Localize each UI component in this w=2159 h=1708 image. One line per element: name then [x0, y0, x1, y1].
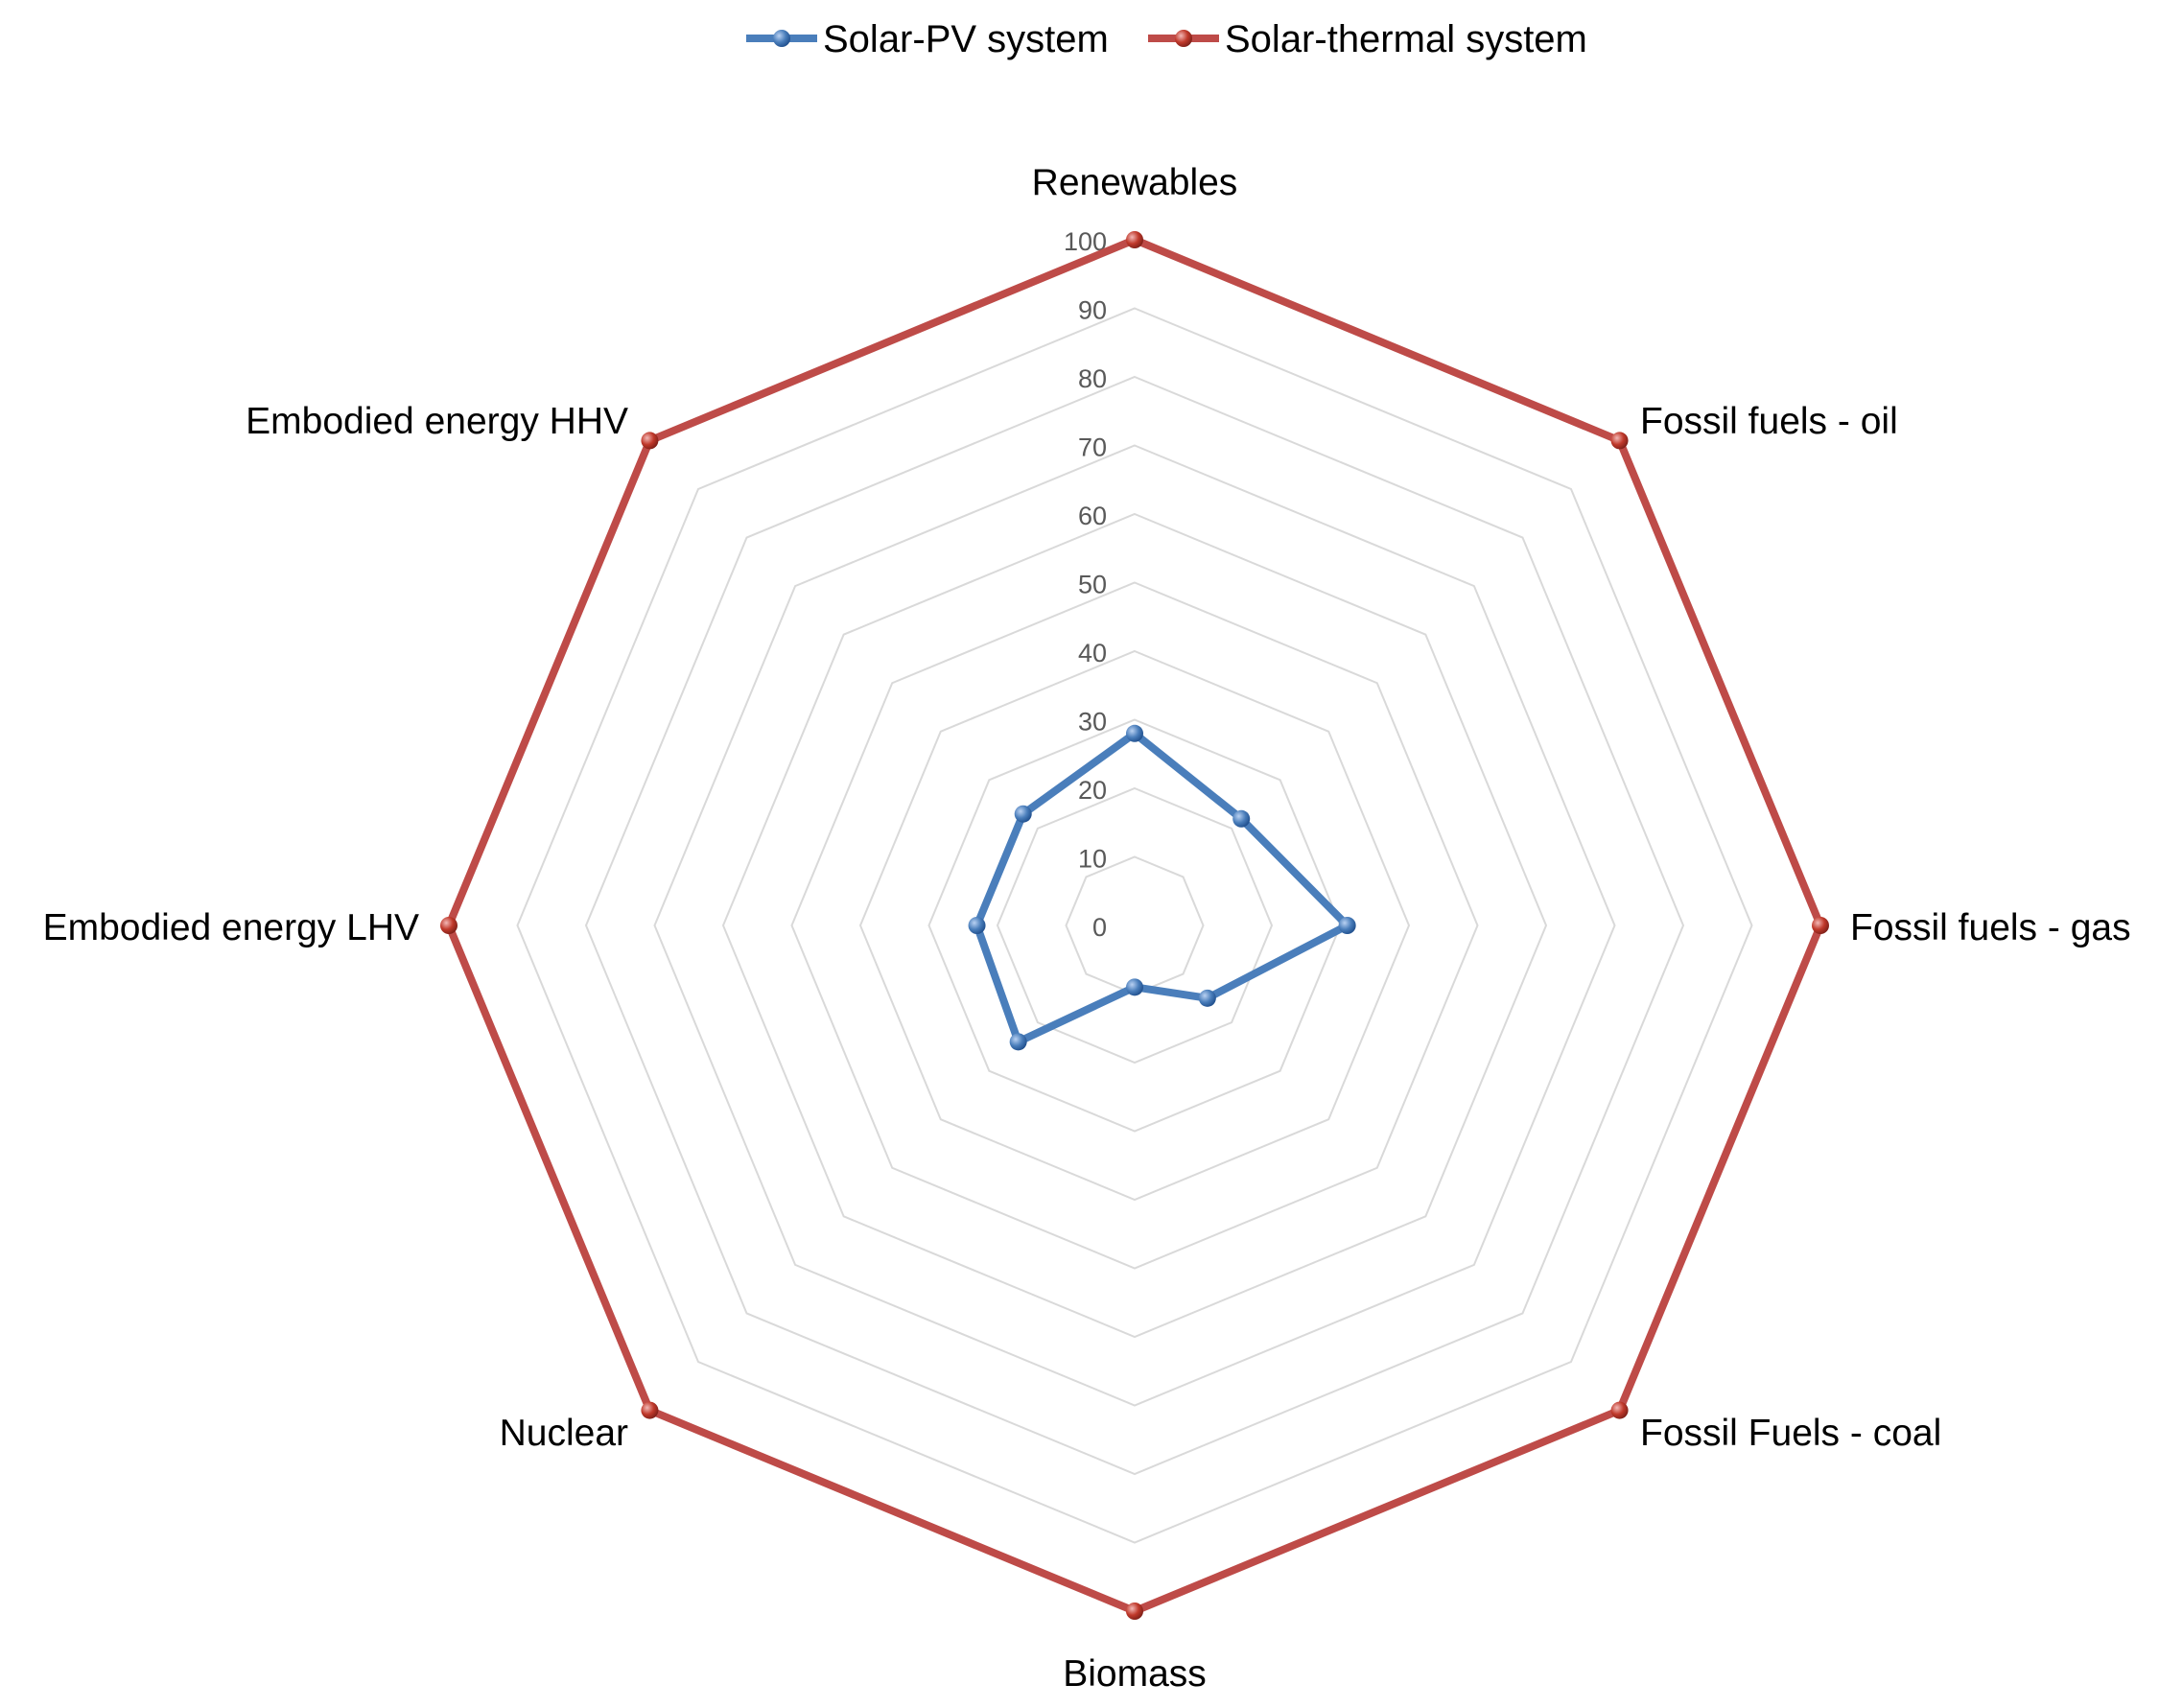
legend-marker-solar-pv — [773, 30, 790, 47]
data-point-solar-pv-system-6 — [968, 917, 986, 934]
category-label-renewables: Renewables — [1032, 162, 1238, 203]
category-label-biomass: Biomass — [1063, 1653, 1207, 1695]
data-point-solar-pv-system-3 — [1198, 989, 1216, 1007]
data-point-solar-pv-system-4 — [1126, 978, 1143, 996]
series-solar-thermal-system — [440, 231, 1829, 1620]
category-label-fossil-oil: Fossil fuels - oil — [1640, 401, 1898, 442]
data-point-solar-pv-system-1 — [1232, 809, 1251, 828]
data-point-solar-thermal-system-5 — [641, 1401, 659, 1419]
category-labels: Renewables Fossil fuels - oil Fossil fue… — [43, 162, 2131, 1695]
series-line-solar-pv-system — [973, 729, 1351, 1046]
legend-item-solar-pv: Solar-PV system — [746, 18, 1109, 60]
grid-ring-20 — [996, 786, 1274, 1065]
series-solar-pv-system — [968, 724, 1356, 1051]
data-point-solar-pv-system-0 — [1126, 724, 1143, 742]
category-label-fossil-coal: Fossil Fuels - coal — [1640, 1413, 1941, 1454]
series-layer — [440, 231, 1829, 1620]
tick-label-60: 60 — [1078, 502, 1107, 530]
grid-ring-50 — [790, 581, 1479, 1270]
tick-label-80: 80 — [1078, 364, 1107, 393]
tick-label-10: 10 — [1078, 845, 1107, 874]
category-label-embodied-lhv: Embodied energy LHV — [43, 907, 419, 948]
data-point-solar-pv-system-2 — [1338, 917, 1356, 934]
category-label-fossil-gas: Fossil fuels - gas — [1850, 907, 2131, 948]
grid-ring-70 — [653, 444, 1616, 1407]
data-point-solar-thermal-system-7 — [641, 432, 659, 450]
tick-label-40: 40 — [1078, 639, 1107, 667]
category-label-embodied-hhv: Embodied energy HHV — [246, 401, 628, 442]
data-point-solar-thermal-system-1 — [1610, 432, 1629, 450]
tick-label-90: 90 — [1078, 296, 1107, 325]
legend-label-solar-pv: Solar-PV system — [823, 18, 1109, 60]
tick-label-70: 70 — [1078, 433, 1107, 462]
data-point-solar-thermal-system-3 — [1610, 1401, 1629, 1419]
data-point-solar-thermal-system-2 — [1812, 917, 1829, 934]
tick-label-0: 0 — [1092, 913, 1107, 942]
legend-item-solar-thermal: Solar-thermal system — [1148, 18, 1587, 60]
tick-label-20: 20 — [1078, 776, 1107, 805]
data-point-solar-thermal-system-0 — [1126, 231, 1143, 248]
data-point-solar-pv-system-5 — [1009, 1033, 1027, 1051]
tick-label-50: 50 — [1078, 571, 1107, 599]
grid-ring-40 — [858, 649, 1411, 1202]
data-point-solar-thermal-system-4 — [1126, 1603, 1143, 1620]
data-point-solar-thermal-system-6 — [440, 917, 458, 934]
legend-marker-solar-thermal — [1175, 30, 1192, 47]
grid-ring-80 — [584, 375, 1685, 1476]
legend-label-solar-thermal: Solar-thermal system — [1225, 18, 1587, 60]
data-point-solar-pv-system-7 — [1014, 805, 1032, 823]
grid-ring-10 — [1065, 855, 1205, 995]
grid-ring-60 — [721, 512, 1548, 1339]
legend: Solar-PV system Solar-thermal system — [746, 18, 1587, 60]
grid-ring-90 — [516, 307, 1753, 1544]
tick-label-30: 30 — [1078, 708, 1107, 737]
category-label-nuclear: Nuclear — [500, 1413, 628, 1454]
grid-ring-30 — [927, 718, 1342, 1133]
